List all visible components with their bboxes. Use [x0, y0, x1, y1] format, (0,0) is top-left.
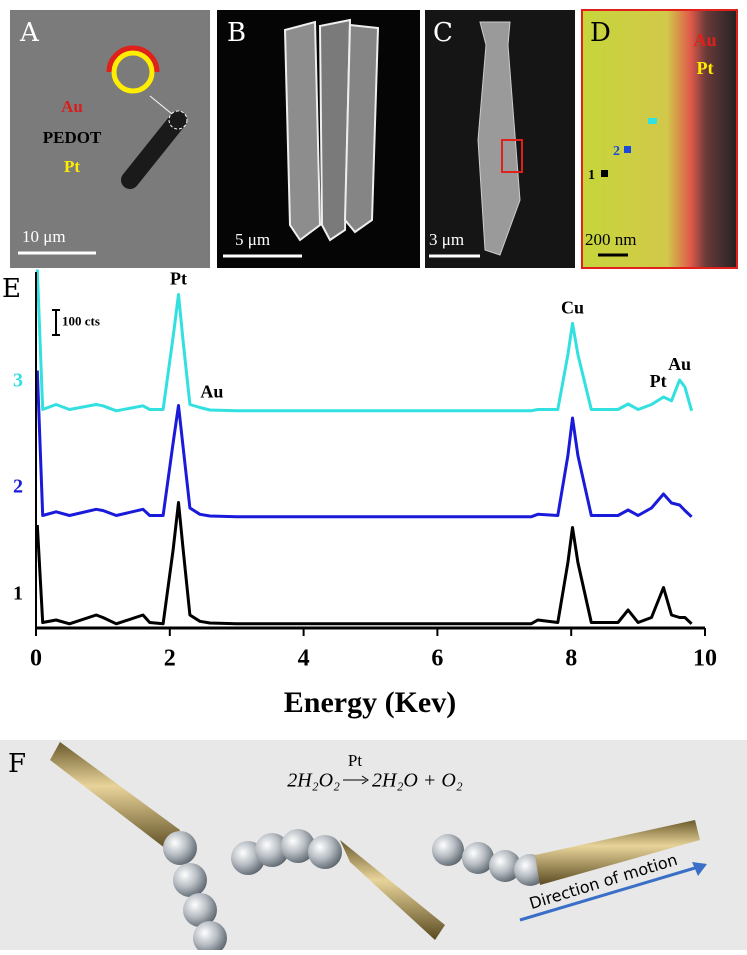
- bubble: [308, 835, 342, 869]
- spectrum: [37, 503, 691, 624]
- panel-d: D Au Pt 1 2 200 nm: [582, 10, 737, 268]
- bubble: [173, 863, 207, 897]
- bubble: [462, 842, 494, 874]
- point: [624, 146, 631, 153]
- x-tick-label: 6: [431, 646, 443, 672]
- panel-label: D: [590, 18, 611, 48]
- x-tick-label: 4: [298, 646, 310, 672]
- scale-label: 200 nm: [585, 230, 636, 249]
- x-tick-label: 10: [693, 646, 717, 672]
- panel-label: E: [2, 274, 21, 304]
- panel-label: F: [8, 749, 26, 779]
- panel-label: B: [227, 18, 246, 48]
- peak-label: Pt: [650, 371, 667, 391]
- panel-label: A: [19, 18, 40, 48]
- material: Pt: [64, 157, 80, 176]
- x-tick-label: 0: [30, 646, 42, 672]
- series-label: 1: [13, 583, 23, 605]
- bubble: [432, 834, 464, 866]
- point-label: 1: [588, 168, 595, 183]
- panel-a: A Au PEDOT Pt 10 μm: [10, 10, 210, 268]
- catalyst: Pt: [348, 751, 362, 770]
- x-tick-label: 2: [164, 646, 176, 672]
- panel-f: F 2H₂O₂ Pt 2H₂O + O₂ Direction of motion: [0, 740, 747, 950]
- equation-left: 2H₂O₂: [287, 770, 340, 792]
- scale-label: 10 μm: [22, 227, 66, 246]
- page: {"panels": { "A": {"label": "A", "materi…: [0, 0, 747, 955]
- scale-label: 3 μm: [429, 230, 464, 249]
- scale-label: 5 μm: [235, 230, 270, 249]
- series-label: 2: [13, 476, 23, 498]
- series-label: 3: [13, 370, 23, 392]
- point: [601, 170, 608, 177]
- panel-b: B 5 μm: [217, 10, 420, 268]
- x-axis-label: Energy (Kev): [284, 686, 456, 719]
- scale-label: 100 cts: [62, 313, 100, 328]
- peak-label: Au: [668, 354, 691, 374]
- peak-label: Pt: [170, 269, 187, 289]
- element: Au: [693, 30, 716, 50]
- element: Pt: [697, 58, 714, 78]
- point: [648, 118, 657, 124]
- tube: [285, 22, 320, 240]
- spectrum: [37, 270, 691, 411]
- material: PEDOT: [43, 128, 102, 147]
- panel-c: C 3 μm: [425, 10, 575, 268]
- tube: [345, 25, 378, 232]
- x-tick-label: 8: [565, 646, 577, 672]
- spectrum: [37, 371, 691, 517]
- panel-label: C: [433, 18, 453, 48]
- point-label: 2: [613, 144, 620, 159]
- figure: A Au PEDOT Pt 10 μm B 5 μm C 3 μm D Au P…: [0, 0, 747, 950]
- equation-right: 2H₂O + O₂: [372, 770, 463, 792]
- peak-label: Cu: [561, 297, 584, 317]
- material: Au: [61, 97, 83, 116]
- peak-label: Au: [200, 382, 223, 402]
- bubble: [163, 831, 197, 865]
